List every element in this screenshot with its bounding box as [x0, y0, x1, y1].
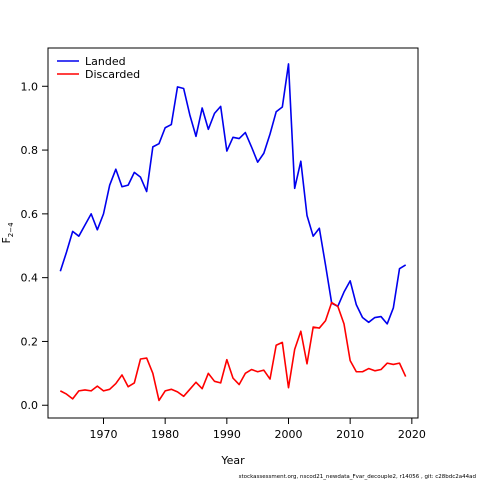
- y-tick-label: 0.8: [21, 144, 39, 157]
- y-tick-label: 0.6: [21, 208, 39, 221]
- x-tick-label: 2020: [398, 428, 426, 441]
- y-tick-label: 1.0: [21, 80, 39, 93]
- y-axis-title: F2−4: [0, 222, 15, 244]
- y-tick-label: 0.2: [21, 335, 39, 348]
- x-axis-title: Year: [220, 454, 245, 467]
- y-tick-label: 0.4: [21, 272, 39, 285]
- legend-label-discarded: Discarded: [85, 68, 140, 81]
- x-tick-label: 1990: [213, 428, 241, 441]
- series-line-landed: [59, 63, 407, 325]
- legend: Landed Discarded: [57, 55, 140, 81]
- y-axis: 0.0 0.2 0.4 0.6 0.8 1.0: [21, 80, 48, 412]
- plot-frame: [47, 47, 419, 419]
- legend-label-landed: Landed: [85, 55, 126, 68]
- y-axis-title-main: F: [0, 237, 13, 243]
- x-tick-label: 2010: [336, 428, 364, 441]
- series-layer: [59, 63, 407, 402]
- x-axis: 1970 1980 1990 2000 2010 2020: [90, 418, 426, 441]
- series-line-discarded: [59, 301, 407, 402]
- footer-note: stockassessment.org, nscod21_newdata_Fva…: [239, 474, 476, 480]
- y-tick-label: 0.0: [21, 399, 39, 412]
- x-tick-label: 2000: [275, 428, 303, 441]
- x-tick-label: 1980: [151, 428, 179, 441]
- y-axis-title-subscript: 2−4: [7, 222, 15, 237]
- x-tick-label: 1970: [90, 428, 118, 441]
